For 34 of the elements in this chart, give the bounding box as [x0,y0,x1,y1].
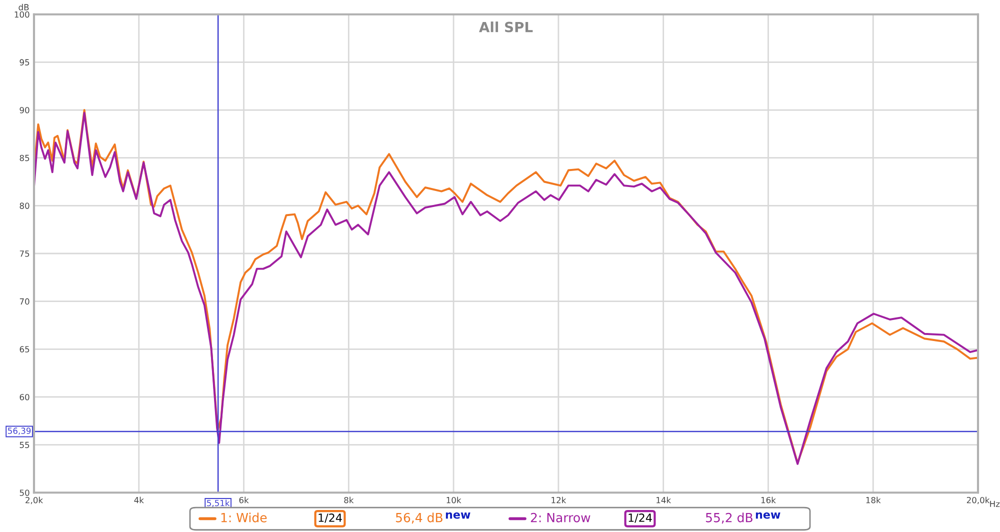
y-tick-label: 90 [20,107,30,114]
legend-label: 1: Wide [221,512,267,522]
x-tick-label: 20,0k [966,496,990,504]
x-tick-label: 16k [761,496,776,504]
y-tick-label: 65 [20,346,30,352]
y-tick-label: 50 [20,490,30,496]
y-tick-label: 75 [20,250,30,257]
text: 1/24 [628,514,652,523]
ref-line-label: 5,51k [207,500,230,508]
x-tick-label: 4k [134,496,144,504]
y-tick-label: 85 [20,154,30,162]
y-tick-label: 55 [20,442,30,448]
text: new [446,512,470,519]
x-tick-label: 8k [344,496,354,504]
y-tick-label: 95 [20,59,30,66]
y-tick-label: 70 [20,298,30,305]
y-tick-label: 60 [20,394,30,400]
y-axis-title: dB [18,4,29,10]
x-tick-label: 2,0k [26,496,44,504]
text: 55,2 dB [706,512,752,524]
text: 56,4 dB [396,512,442,524]
y-tick-label: 100 [14,11,30,18]
x-tick-label: 10k [446,496,462,504]
text: 1/24 [318,514,342,523]
x-tick-label: 12k [552,496,566,504]
legend-label: 2: Narrow [530,512,590,522]
x-tick-label: 6k [239,496,249,504]
text: new [756,512,780,519]
y-tick-label: 80 [20,202,30,209]
chart-title: All SPL [479,22,533,32]
x-tick-label: 14k [656,496,672,504]
x-tick-label: 18k [866,496,881,504]
x-axis-title: Hz [990,500,1000,507]
ref-line-label: 56,39 [8,428,31,435]
